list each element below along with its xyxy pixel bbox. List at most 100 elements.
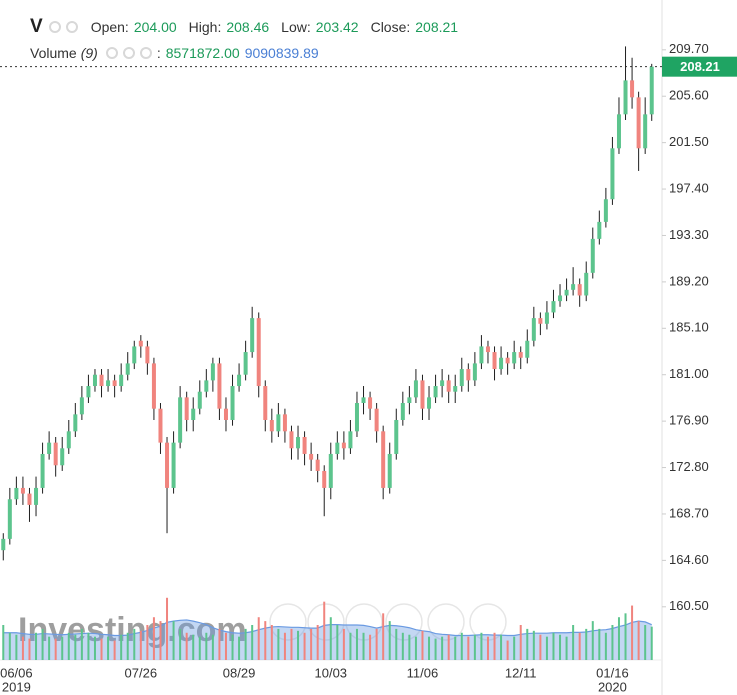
candle-body bbox=[106, 380, 111, 387]
legend-label: Close: bbox=[370, 19, 411, 35]
volume-bar bbox=[283, 632, 286, 660]
volume-bar bbox=[565, 636, 568, 660]
eye-icon[interactable] bbox=[105, 47, 118, 59]
candle-body bbox=[132, 346, 137, 364]
candle-body bbox=[165, 442, 170, 488]
candle-body bbox=[223, 408, 228, 420]
volume-bar bbox=[395, 628, 398, 660]
volume-bar bbox=[460, 632, 463, 660]
legend-value: 208.46 bbox=[226, 19, 270, 35]
candle-body bbox=[381, 431, 386, 488]
candle-body bbox=[47, 442, 52, 454]
candle-body bbox=[204, 380, 209, 392]
candle-body bbox=[112, 380, 117, 387]
volume-bar bbox=[349, 632, 352, 660]
x-year-label: 2020 bbox=[598, 679, 627, 694]
candle-body bbox=[538, 318, 543, 324]
candle-body bbox=[66, 431, 71, 449]
volume-bar bbox=[316, 625, 319, 660]
volume-bar bbox=[336, 625, 339, 660]
zoom-button[interactable] bbox=[269, 603, 307, 641]
gear-icon[interactable] bbox=[65, 21, 78, 33]
candle-body bbox=[256, 318, 261, 387]
gear-icon[interactable] bbox=[122, 47, 135, 59]
candle-body bbox=[263, 386, 268, 420]
candle-body bbox=[453, 386, 458, 392]
candle-body bbox=[466, 369, 471, 381]
volume-bar bbox=[539, 634, 542, 660]
volume-bar bbox=[355, 628, 358, 660]
volume-bar bbox=[598, 628, 601, 660]
volume-bar bbox=[54, 638, 57, 660]
volume-bar bbox=[480, 632, 483, 660]
volume-bar bbox=[211, 634, 214, 660]
volume-bar bbox=[303, 632, 306, 660]
candle-body bbox=[649, 66, 654, 115]
volume-bar bbox=[578, 632, 581, 660]
volume-bar bbox=[21, 636, 24, 660]
volume-bar bbox=[61, 636, 64, 660]
candle-body bbox=[525, 340, 530, 358]
volume-bar bbox=[198, 636, 201, 660]
volume-ma-area bbox=[3, 619, 652, 660]
candle-body bbox=[230, 386, 235, 420]
volume-bar bbox=[35, 632, 38, 660]
volume-legend: Volume (9) : 8571872.00 9090839.89 bbox=[30, 45, 319, 61]
candle-body bbox=[459, 369, 464, 387]
y-tick-label: 201.50 bbox=[669, 134, 709, 149]
volume-bar bbox=[185, 632, 188, 660]
candle-body bbox=[197, 391, 202, 409]
volume-bar bbox=[362, 632, 365, 660]
candle-body bbox=[243, 352, 248, 375]
volume-bar bbox=[434, 638, 437, 660]
candle-body bbox=[531, 318, 536, 341]
volume-bar bbox=[342, 628, 345, 660]
volume-bar bbox=[585, 628, 588, 660]
candle-body bbox=[407, 397, 412, 404]
volume-bar bbox=[172, 621, 175, 660]
candle-body bbox=[590, 238, 595, 273]
candle-body bbox=[361, 397, 366, 404]
volume-bar bbox=[251, 625, 254, 660]
candle-body bbox=[322, 470, 327, 488]
volume-bar bbox=[644, 625, 647, 660]
volume-bar bbox=[74, 634, 77, 660]
legend-label: Open: bbox=[90, 19, 129, 35]
volume-bar bbox=[559, 634, 562, 660]
volume-bar bbox=[80, 628, 83, 660]
zoom-controls bbox=[269, 603, 507, 641]
volume-bar bbox=[2, 625, 5, 660]
volume-bar bbox=[113, 640, 116, 660]
zoom-button[interactable] bbox=[427, 603, 465, 641]
candle-body bbox=[603, 199, 608, 222]
volume-bar bbox=[631, 605, 634, 660]
candle-body bbox=[151, 363, 156, 409]
volume-bar bbox=[375, 628, 378, 660]
volume-bar bbox=[297, 630, 300, 660]
volume-bar bbox=[473, 634, 476, 660]
volume-bar bbox=[369, 634, 372, 660]
volume-bar bbox=[192, 634, 195, 660]
close-icon[interactable] bbox=[139, 47, 152, 59]
volume-bar bbox=[290, 628, 293, 660]
y-tick-label: 193.30 bbox=[669, 227, 709, 242]
candle-body bbox=[210, 363, 215, 381]
eye-icon[interactable] bbox=[48, 21, 61, 33]
volume-bar bbox=[139, 630, 142, 660]
candle-body bbox=[145, 346, 150, 364]
candle-body bbox=[178, 397, 183, 443]
candle-body bbox=[34, 487, 39, 505]
y-tick-label: 164.60 bbox=[669, 552, 709, 567]
zoom-button[interactable] bbox=[385, 603, 423, 641]
candle-body bbox=[374, 408, 379, 432]
candle-body bbox=[394, 420, 399, 454]
x-tick-label: 11/06 bbox=[407, 665, 439, 680]
volume-bar bbox=[179, 628, 182, 660]
candle-body bbox=[27, 493, 32, 505]
zoom-button[interactable] bbox=[307, 603, 345, 641]
volume-bar bbox=[486, 636, 489, 660]
volume-bar bbox=[270, 625, 273, 660]
candle-body bbox=[446, 380, 451, 392]
candle-body bbox=[119, 374, 124, 387]
